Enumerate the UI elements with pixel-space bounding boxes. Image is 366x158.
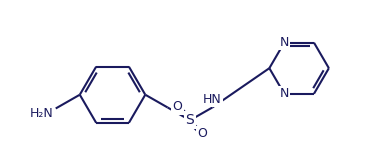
Text: O: O bbox=[198, 127, 208, 140]
Text: N: N bbox=[280, 87, 289, 100]
Text: S: S bbox=[186, 113, 194, 127]
Text: O: O bbox=[172, 100, 182, 113]
Text: HN: HN bbox=[203, 93, 222, 106]
Text: N: N bbox=[280, 36, 289, 49]
Text: H₂N: H₂N bbox=[30, 107, 54, 120]
